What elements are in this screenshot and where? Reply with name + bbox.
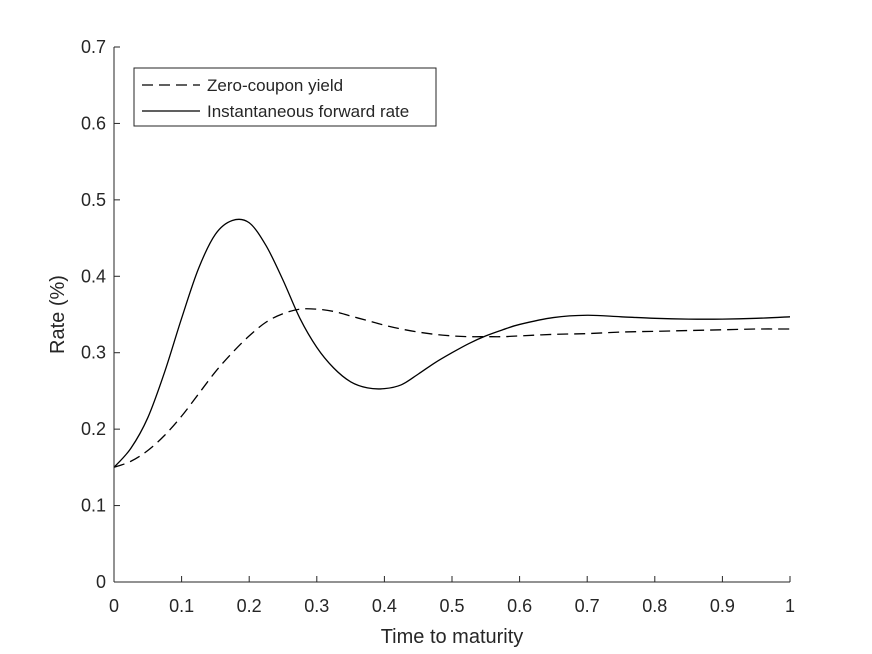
x-tick-label: 0 — [109, 596, 119, 616]
x-tick-label: 0.2 — [237, 596, 262, 616]
series-layer — [113, 218, 791, 468]
y-tick-label: 0.6 — [81, 113, 106, 133]
y-axis-ticks: 0 0.1 0.2 0.3 0.4 0.5 0.6 0.7 — [81, 37, 120, 592]
x-tick-label: 0.7 — [575, 596, 600, 616]
y-tick-label: 0.1 — [81, 496, 106, 516]
x-axis-label: Time to maturity — [381, 626, 524, 648]
x-tick-label: 0.4 — [372, 596, 397, 616]
x-tick-label: 0.5 — [439, 596, 464, 616]
x-axis-ticks: 0 0.1 0.2 0.3 0.4 0.5 0.6 0.7 0.8 0.9 1 — [109, 576, 795, 616]
y-tick-label: 0.5 — [81, 190, 106, 210]
x-tick-label: 0.1 — [169, 596, 194, 616]
x-tick-label: 0.8 — [642, 596, 667, 616]
legend: Zero-coupon yield Instantaneous forward r… — [133, 67, 437, 127]
x-tick-label: 1 — [785, 596, 795, 616]
x-tick-label: 0.3 — [304, 596, 329, 616]
x-tick-label: 0.6 — [507, 596, 532, 616]
legend-box — [133, 67, 437, 127]
y-tick-label: 0.7 — [81, 37, 106, 57]
y-axis-label: Rate (%) — [47, 275, 69, 354]
series-line-zero-coupon-yield — [113, 308, 791, 468]
y-tick-label: 0.2 — [81, 419, 106, 439]
y-tick-label: 0 — [96, 572, 106, 592]
plot-area: 0 0.1 0.2 0.3 0.4 0.5 0.6 0.7 0.8 0.9 1 0 0.1 0.2 0.3… — [81, 37, 795, 616]
legend-label: Zero-coupon yield — [207, 76, 343, 95]
y-tick-label: 0.4 — [81, 266, 106, 286]
series-line-instantaneous-forward-rate — [113, 218, 791, 468]
legend-label: Instantaneous forward rate — [207, 102, 409, 121]
x-tick-label: 0.9 — [710, 596, 735, 616]
y-tick-label: 0.3 — [81, 343, 106, 363]
